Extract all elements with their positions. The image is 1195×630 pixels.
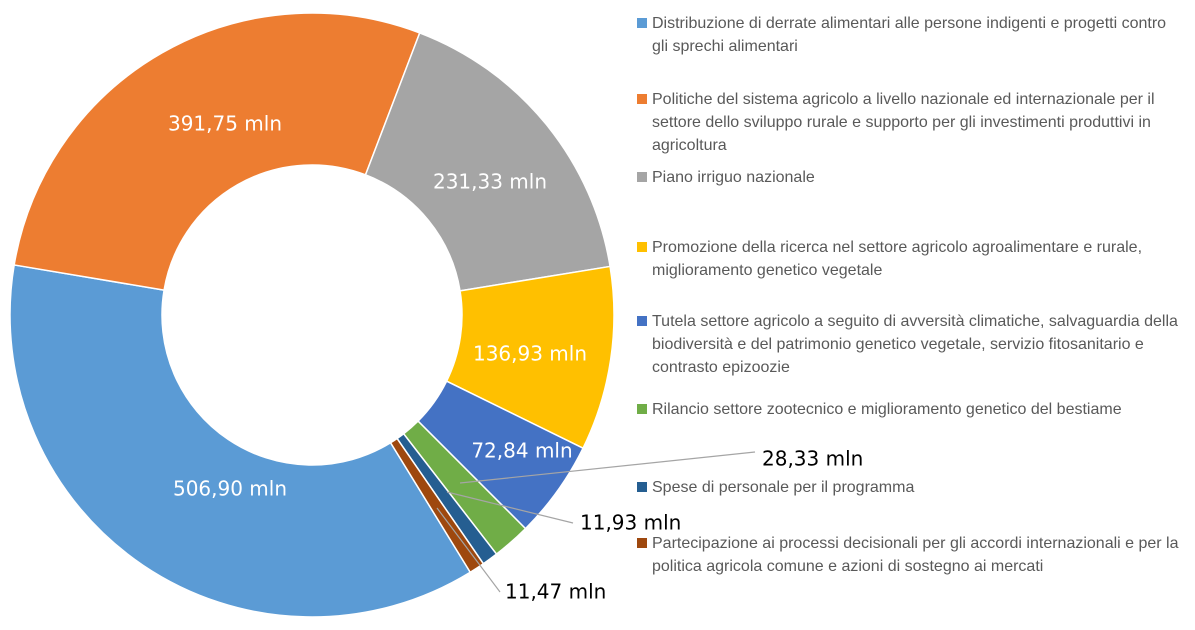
legend-swatch — [637, 18, 647, 28]
data-label: 11,93 mln — [580, 511, 681, 535]
legend-label: Tutela settore agricolo a seguito di avv… — [652, 313, 1178, 376]
data-label: 11,47 mln — [505, 580, 606, 604]
legend-label: Piano irriguo nazionale — [652, 169, 815, 186]
legend-entry: Partecipazione ai processi decisionali p… — [634, 532, 1179, 578]
legend-entry: Promozione della ricerca nel settore agr… — [634, 236, 1179, 282]
data-label: 231,33 mln — [433, 170, 547, 194]
legend-swatch — [637, 94, 647, 104]
data-label: 72,84 mln — [471, 439, 572, 463]
legend-entry: Tutela settore agricolo a seguito di avv… — [634, 310, 1179, 379]
donut-slice — [364, 31, 611, 292]
leader-line — [436, 507, 501, 593]
legend-swatch — [637, 538, 647, 548]
legend-swatch — [637, 172, 647, 182]
legend-swatch — [637, 482, 647, 492]
legend-entry: Distribuzione di derrate alimentari alle… — [634, 12, 1179, 58]
legend-entry: Rilancio settore zootecnico e migliorame… — [634, 398, 1179, 421]
donut-slice — [9, 264, 472, 618]
legend-label: Rilancio settore zootecnico e migliorame… — [652, 401, 1122, 418]
legend-swatch — [637, 242, 647, 252]
legend-label: Distribuzione di derrate alimentari alle… — [652, 15, 1167, 55]
data-label: 136,93 mln — [473, 342, 587, 366]
legend-label: Promozione della ricerca nel settore agr… — [652, 239, 1143, 279]
data-label: 28,33 mln — [762, 447, 863, 471]
legend-label: Spese di personale per il programma — [652, 479, 915, 496]
data-label: 506,90 mln — [173, 477, 287, 501]
leader-line — [446, 491, 574, 524]
data-label: 391,75 mln — [168, 112, 282, 136]
legend-entry: Politiche del sistema agricolo a livello… — [634, 88, 1179, 157]
legend-swatch — [637, 316, 647, 326]
legend-swatch — [637, 404, 647, 414]
leader-line — [459, 451, 756, 484]
donut-slice — [13, 12, 421, 291]
legend-entry: Spese di personale per il programma — [634, 476, 1179, 499]
legend-entry: Piano irriguo nazionale — [634, 166, 1179, 189]
legend-label: Partecipazione ai processi decisionali p… — [652, 535, 1179, 575]
legend-label: Politiche del sistema agricolo a livello… — [652, 91, 1155, 154]
